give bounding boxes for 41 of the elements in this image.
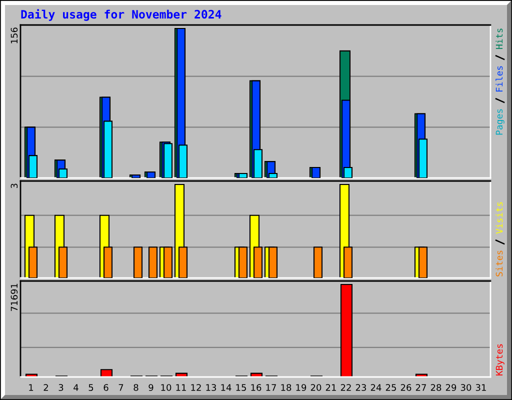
- x-tick-label: 17: [266, 384, 276, 391]
- text: Hits: [496, 28, 503, 49]
- x-tick-label: 14: [221, 384, 232, 391]
- x-tick-label: 13: [206, 384, 216, 391]
- x-tick-label: 4: [74, 384, 78, 391]
- x-tick-label: 2: [44, 384, 48, 391]
- x-tick-label: 15: [236, 384, 246, 391]
- x-tick-label: 24: [370, 384, 382, 391]
- x-tick-label: 21: [326, 384, 336, 391]
- x-tick-label: 26: [400, 384, 412, 391]
- x-tick-label: 22: [340, 384, 351, 391]
- x-tick-label: 10: [161, 384, 172, 391]
- x-tick-label: 6: [104, 384, 108, 391]
- text: 71691: [10, 284, 18, 311]
- x-tick-label: 20: [310, 384, 322, 391]
- x-tick-label: 1: [29, 384, 34, 391]
- x-tick-label: 28: [430, 384, 442, 391]
- x-tick-label: 19: [296, 384, 306, 391]
- x-tick-label: 7: [118, 384, 124, 391]
- text: 3: [10, 184, 18, 188]
- x-tick-label: 25: [386, 384, 396, 391]
- text: Visits: [496, 202, 503, 234]
- x-tick-label: 18: [281, 384, 292, 391]
- x-tick-label: 27: [416, 384, 426, 391]
- x-tick-label: 11: [176, 384, 186, 391]
- legend-label: Pages: [496, 109, 504, 135]
- legend-label: Sites: [496, 250, 503, 276]
- x-tick-label: 23: [356, 384, 366, 391]
- x-tick-label: 16: [251, 384, 262, 391]
- x-tick-label: 3: [58, 384, 64, 391]
- x-tick-label: 12: [191, 384, 201, 391]
- text: KBytes: [496, 344, 504, 376]
- x-tick-label: 8: [134, 384, 138, 391]
- x-tick-label: 5: [88, 384, 94, 391]
- text: 156: [10, 28, 18, 44]
- chart-title: Daily usage for November 2024: [21, 9, 222, 21]
- x-tick-label: 30: [460, 384, 472, 391]
- legend-label: Files: [496, 66, 503, 92]
- x-tick-label: 29: [446, 384, 456, 391]
- x-tick-label: 31: [476, 384, 486, 391]
- x-tick-label: 9: [148, 384, 154, 391]
